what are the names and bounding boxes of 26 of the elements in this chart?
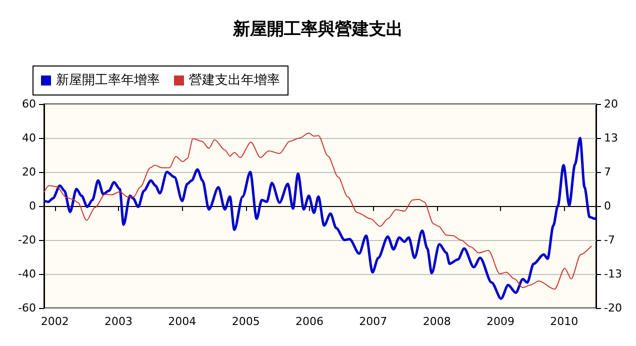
x-tick-label: 2006 [295, 315, 324, 328]
y-tick-label: 20 [22, 166, 36, 178]
x-tick-label: 2002 [40, 315, 69, 328]
x-tick-label: 2008 [422, 315, 451, 328]
y-tick-label: 40 [22, 132, 36, 144]
y-tick-label: 0 [29, 200, 36, 212]
y-tick-label: 60 [22, 98, 36, 110]
y-tick-label: -20 [18, 234, 36, 246]
y2-tick-label: -7 [604, 234, 615, 246]
x-tick-label: 2009 [486, 315, 514, 328]
x-tick-label: 2005 [232, 315, 260, 328]
y2-tick-label: -13 [604, 268, 622, 280]
legend-label: 營建支出年增率 [189, 72, 280, 88]
y2-tick-label: 13 [604, 132, 618, 144]
y-tick-label: -60 [18, 302, 36, 314]
y2-tick-label: 7 [604, 166, 611, 178]
x-tick-label: 2004 [168, 315, 196, 328]
x-tick-label: 2007 [359, 315, 388, 328]
legend-label: 新屋開工率年增率 [56, 72, 160, 88]
y-tick-label: -40 [18, 268, 36, 280]
chart-title: 新屋開工率與營建支出 [232, 20, 403, 40]
y2-tick-label: -20 [604, 302, 622, 314]
x-tick-label: 2010 [550, 315, 578, 328]
x-tick-label: 2003 [104, 315, 132, 328]
y2-tick-label: 0 [604, 200, 611, 212]
y2-tick-label: 20 [604, 98, 618, 110]
